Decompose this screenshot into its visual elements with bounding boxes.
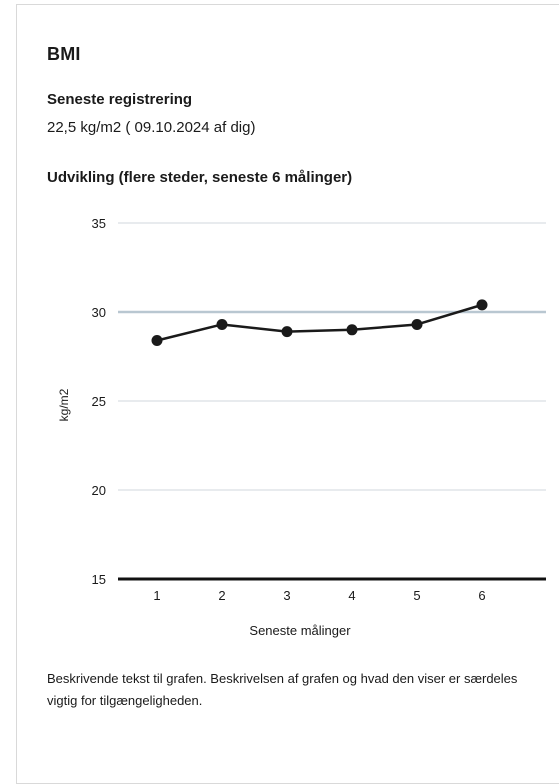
bmi-card — [16, 4, 559, 784]
x-tick-label-4: 4 — [348, 588, 355, 603]
latest-registration-value: 22,5 kg/m2 ( 09.10.2024 af dig) — [47, 119, 256, 136]
x-tick-label-3: 3 — [283, 588, 290, 603]
y-tick-label-20: 20 — [92, 483, 106, 498]
y-tick-label-25: 25 — [92, 394, 106, 409]
chart-heading: Udvikling (flere steder, seneste 6 målin… — [47, 169, 353, 186]
chart-description: Beskrivende tekst til grafen. Beskrivels… — [47, 671, 518, 708]
x-tick-label-2: 2 — [218, 588, 225, 603]
series-line — [156, 303, 483, 342]
card-title: BMI — [47, 44, 81, 64]
data-point-6 — [476, 299, 488, 311]
data-point-2 — [216, 318, 228, 330]
x-tick-label-6: 6 — [478, 588, 485, 603]
x-tick-label-5: 5 — [413, 588, 420, 603]
data-point-4 — [346, 324, 358, 336]
x-axis-label: Seneste målinger — [249, 623, 351, 638]
series — [151, 299, 488, 346]
y-tick-label-15: 15 — [92, 572, 106, 587]
bmi-line-chart: 15 20 25 30 35 1 2 3 4 5 6 kg/m2 Seneste målinger — [57, 216, 546, 638]
x-tick-label-1: 1 — [153, 588, 160, 603]
grid-lines — [118, 222, 546, 581]
y-axis-label: kg/m2 — [57, 388, 71, 421]
y-tick-label-30: 30 — [92, 305, 106, 320]
data-point-3 — [281, 326, 293, 338]
data-point-5 — [411, 318, 423, 330]
x-axis-ticks: 1 2 3 4 5 6 — [153, 588, 485, 603]
data-point-1 — [151, 334, 163, 346]
y-axis-ticks: 15 20 25 30 35 — [92, 216, 106, 587]
latest-registration-heading: Seneste registrering — [47, 91, 193, 108]
y-tick-label-35: 35 — [92, 216, 106, 231]
